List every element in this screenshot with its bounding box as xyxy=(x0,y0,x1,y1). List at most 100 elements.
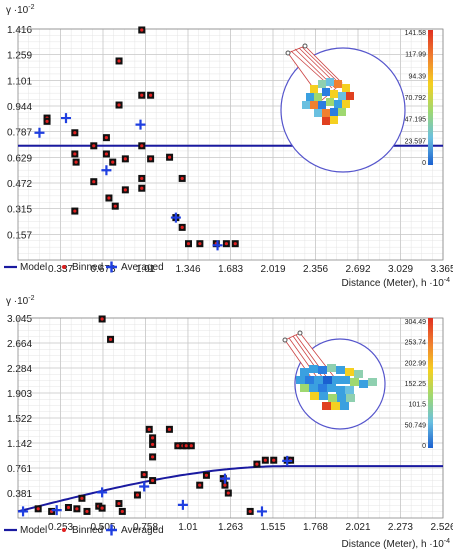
y-tick-label: 0.472 xyxy=(7,179,32,190)
color-legend-label: 152.25 xyxy=(405,381,427,388)
y-tick-label: 2.284 xyxy=(7,364,32,375)
y-tick-label: 1.101 xyxy=(7,76,32,87)
color-legend: 304.49 253.74 202.99 152.25 101.5 50.749 0 xyxy=(405,318,433,450)
y-tick-label: 1.416 xyxy=(7,25,32,36)
svg-text:Averaged: Averaged xyxy=(121,262,164,273)
legend-item-model: Model xyxy=(4,525,47,536)
averaged-point xyxy=(18,506,29,517)
binned-point xyxy=(78,494,86,502)
binned-point xyxy=(71,150,79,158)
y-tick-label: 2.664 xyxy=(7,339,32,350)
x-tick-label: 0.758 xyxy=(133,522,158,533)
x-tick-label: 1.01 xyxy=(136,264,156,275)
averaged-point xyxy=(256,506,267,517)
color-legend-label: 304.49 xyxy=(405,319,427,326)
x-tick-label: 1.683 xyxy=(218,264,243,275)
binned-point xyxy=(71,129,79,137)
svg-text:Averaged: Averaged xyxy=(121,525,164,536)
x-tick-label: 2.273 xyxy=(388,522,413,533)
averaged-point xyxy=(101,165,112,176)
color-legend-label: 23.597 xyxy=(405,138,427,145)
x-tick-label: 2.526 xyxy=(430,522,453,533)
binned-point xyxy=(147,155,155,163)
legend-item-averaged: Averaged xyxy=(106,524,164,536)
heatmap-cells xyxy=(296,364,377,410)
color-legend-labels: 304.49 253.74 202.99 152.25 101.5 50.749 0 xyxy=(405,319,427,450)
color-legend-label: 50.749 xyxy=(405,422,427,429)
x-tick-label: 3.365 xyxy=(430,264,453,275)
y-axis-label: γ ·10-2 xyxy=(6,4,35,16)
color-legend-label: 117.99 xyxy=(405,52,426,59)
y-tick-label: 0.381 xyxy=(7,489,32,500)
x-tick-label: 0.673 xyxy=(90,264,115,275)
binned-point xyxy=(224,489,232,497)
binned-point xyxy=(72,158,80,166)
binned-point xyxy=(105,194,113,202)
binned-point xyxy=(149,434,157,442)
binned-point xyxy=(90,142,98,150)
binned-point xyxy=(115,500,123,508)
y-tick-label: 1.522 xyxy=(7,414,32,425)
color-legend: 141.58 117.99 94.39 70.792 47.195 23.597 0 xyxy=(405,30,433,167)
binned-point xyxy=(178,174,186,182)
color-legend-label: 70.792 xyxy=(405,95,427,102)
binned-point xyxy=(90,178,98,186)
binned-point xyxy=(246,507,254,515)
binned-point xyxy=(165,425,173,433)
legend-item-model: Model xyxy=(4,262,47,273)
binned-point xyxy=(174,442,182,450)
binned-point xyxy=(115,101,123,109)
binned-point xyxy=(98,315,106,323)
color-legend-label: 253.74 xyxy=(405,340,427,347)
svg-text:Model: Model xyxy=(20,262,47,273)
x-tick-label: 0.253 xyxy=(48,522,73,533)
y-tick-label: 0.315 xyxy=(7,205,32,216)
x-axis-label: Distance (Meter), h ·10-4 xyxy=(342,538,451,550)
binned-point xyxy=(187,442,195,450)
x-tick-label: 0.505 xyxy=(90,522,115,533)
binned-point xyxy=(71,207,79,215)
binned-point xyxy=(73,505,81,513)
color-legend-labels: 141.58 117.99 94.39 70.792 47.195 23.597 0 xyxy=(405,30,427,167)
y-tick-label: 0.944 xyxy=(7,102,32,113)
binned-point xyxy=(107,335,115,343)
binned-point xyxy=(149,453,157,461)
legend-item-binned: Binned xyxy=(62,525,103,536)
model-curve xyxy=(17,465,443,513)
x-tick-label: 1.263 xyxy=(218,522,243,533)
averaged-point xyxy=(282,455,293,466)
x-tick-label: 1.768 xyxy=(303,522,328,533)
binned-point xyxy=(138,91,146,99)
legend-item-binned: Binned xyxy=(62,262,103,273)
x-tick-label: 0.337 xyxy=(48,264,73,275)
averaged-point xyxy=(97,487,108,498)
plot-border xyxy=(17,317,444,519)
binned-point xyxy=(102,134,110,142)
binned-point xyxy=(182,442,190,450)
binned-point xyxy=(111,202,119,210)
averaged-point xyxy=(60,113,71,124)
y-tick-label: 3.045 xyxy=(7,314,32,325)
binned-point xyxy=(48,507,56,515)
y-axis-label: γ ·10-2 xyxy=(6,295,35,307)
binned-point xyxy=(253,460,261,468)
averaged-point xyxy=(219,473,230,484)
binned-point xyxy=(138,26,146,34)
binned-point xyxy=(196,481,204,489)
legend-item-averaged: Averaged xyxy=(106,261,164,273)
binned-point xyxy=(138,184,146,192)
legend: Model Binned Averaged xyxy=(4,261,164,273)
binned-point xyxy=(109,158,117,166)
averaged-point xyxy=(170,212,181,223)
sector-vertex-marker xyxy=(297,330,303,336)
y-tick-label: 1.903 xyxy=(7,389,32,400)
binned-point xyxy=(145,425,153,433)
binned-point xyxy=(43,117,51,125)
binned-point xyxy=(178,223,186,231)
x-tick-label: 2.356 xyxy=(303,264,328,275)
averaged-point xyxy=(212,240,223,251)
variogram-chart-bottom: γ ·10-2 0.253 0.505 0.758 1.01 1.263 1.515 1.7… xyxy=(4,295,453,550)
binned-point xyxy=(149,440,157,448)
binned-point xyxy=(121,186,129,194)
